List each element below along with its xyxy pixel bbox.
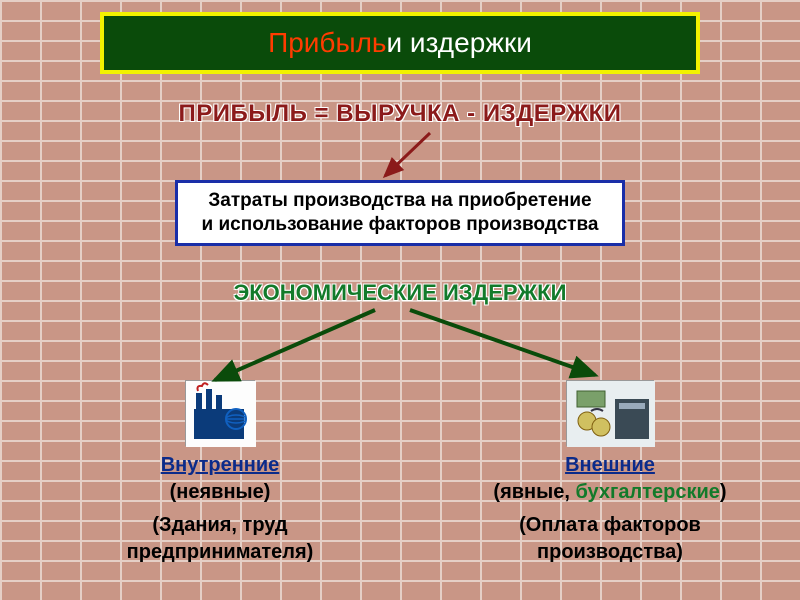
arrow-formula-to-def — [370, 128, 450, 188]
arrow-to-external — [400, 305, 620, 395]
economic-costs-label: ЭКОНОМИЧЕСКИЕ ИЗДЕРЖКИ — [0, 280, 800, 306]
external-sub2: (Оплата факторов производства) — [460, 512, 760, 566]
external-sub1-close: ) — [720, 481, 727, 503]
definition-box: Затраты производства на приобретение и и… — [175, 180, 625, 246]
internal-label: Внутренние — [70, 452, 370, 479]
external-column: Внешние (явные, бухгалтерские) (Оплата ф… — [460, 380, 760, 566]
external-sub1: (явные, бухгалтерские) — [460, 479, 760, 506]
arrow-to-internal — [200, 305, 400, 395]
definition-line2: и использование факторов производства — [186, 213, 614, 237]
internal-sub2: (Здания, труд предпринимателя) — [70, 512, 370, 566]
external-sub1-open: (явные, — [493, 481, 575, 503]
title-profit: Прибыль — [268, 27, 386, 59]
definition-line1: Затраты производства на приобретение — [186, 189, 614, 213]
formula-text: ПРИБЫЛЬ = ВЫРУЧКА - ИЗДЕРЖКИ — [0, 100, 800, 128]
title-rest: и издержки — [387, 27, 532, 59]
external-sub1-green: бухгалтерские — [575, 481, 719, 503]
external-label: Внешние — [460, 452, 760, 479]
internal-column: Внутренние (неявные) (Здания, труд предп… — [70, 380, 370, 566]
title-box: Прибыль и издержки — [100, 12, 700, 74]
internal-sub1: (неявные) — [70, 479, 370, 506]
slide-content: Прибыль и издержки ПРИБЫЛЬ = ВЫРУЧКА - И… — [0, 0, 800, 600]
